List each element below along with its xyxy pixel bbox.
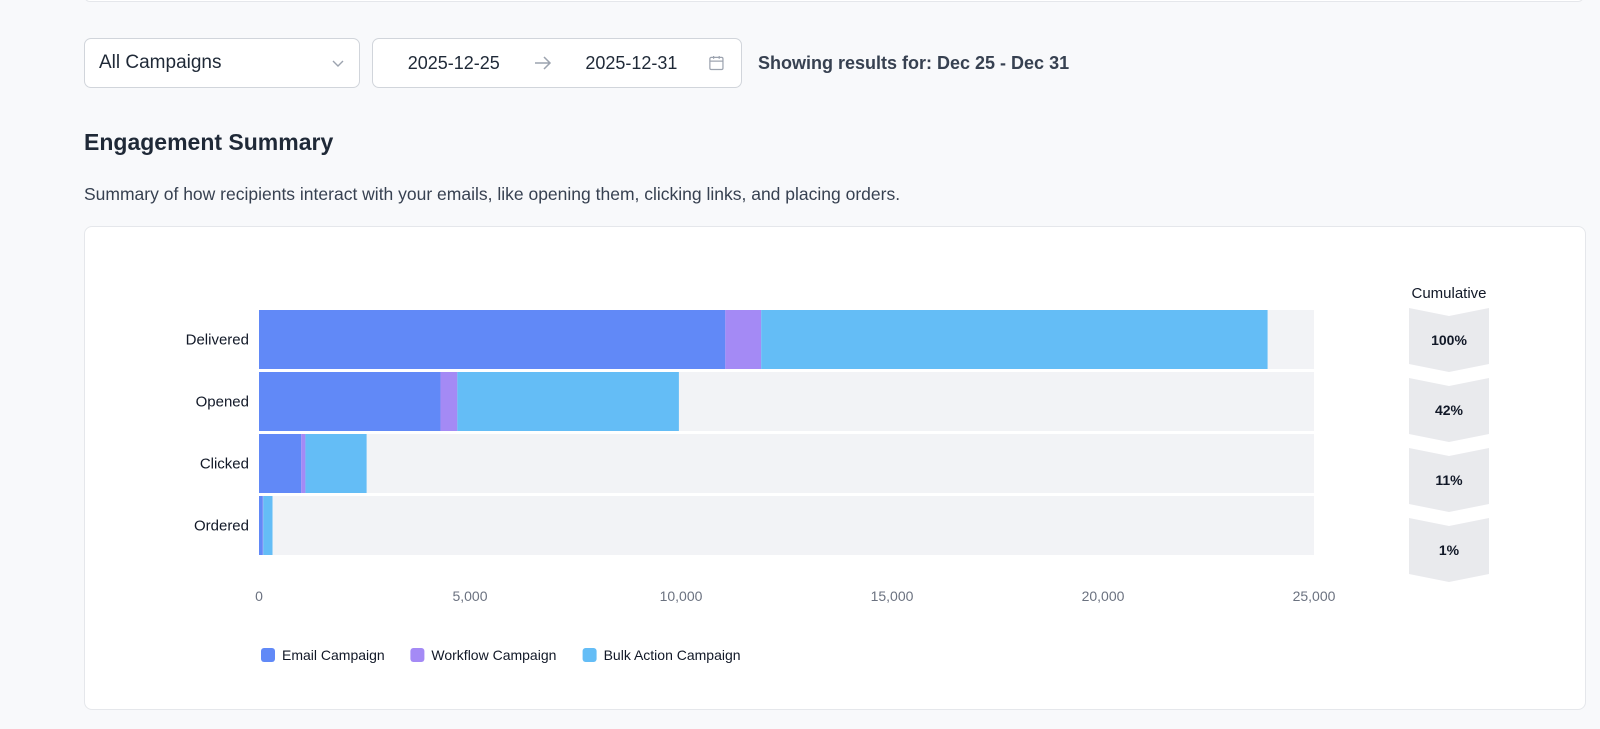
x-tick-label: 20,000 bbox=[1082, 588, 1125, 604]
section-description: Summary of how recipients interact with … bbox=[84, 184, 901, 204]
legend-label: Bulk Action Campaign bbox=[604, 647, 741, 663]
y-tick-label: Delivered bbox=[186, 332, 249, 349]
cumulative-title: Cumulative bbox=[1411, 285, 1486, 302]
filter-bar: All Campaigns 2025-12-25 2025-12-31 Show… bbox=[84, 38, 1069, 88]
x-tick-label: 15,000 bbox=[871, 588, 914, 604]
y-tick-label: Clicked bbox=[200, 456, 249, 473]
cumulative-value: 42% bbox=[1435, 402, 1464, 418]
bar-clicked-bulk-action-campaign bbox=[305, 434, 367, 493]
bar-delivered-workflow-campaign bbox=[725, 310, 762, 369]
bar-opened-bulk-action-campaign bbox=[457, 372, 679, 431]
cumulative-step bbox=[1409, 378, 1489, 442]
calendar-icon[interactable] bbox=[708, 54, 725, 72]
end-date-input[interactable]: 2025-12-31 bbox=[585, 52, 678, 73]
y-tick-label: Opened bbox=[196, 394, 249, 411]
x-tick-label: 0 bbox=[255, 588, 263, 604]
bar-ordered-bulk-action-campaign bbox=[263, 496, 273, 555]
section-title: Engagement Summary bbox=[84, 129, 334, 155]
bar-track bbox=[259, 434, 1314, 493]
legend-swatch bbox=[261, 648, 275, 662]
engagement-chart: Delivered Opened Clicked Ordered 0 5,000 10,0… bbox=[186, 285, 1489, 663]
x-tick-label: 25,000 bbox=[1293, 588, 1336, 604]
campaign-select[interactable]: All Campaigns bbox=[84, 38, 360, 88]
date-range-picker[interactable]: 2025-12-25 2025-12-31 bbox=[372, 38, 742, 88]
cumulative-value: 100% bbox=[1431, 332, 1467, 348]
bar-clicked-email-campaign bbox=[259, 434, 302, 493]
cumulative-value: 1% bbox=[1439, 542, 1460, 558]
x-tick-label: 5,000 bbox=[452, 588, 487, 604]
bar-delivered-bulk-action-campaign bbox=[761, 310, 1268, 369]
engagement-chart-card: Delivered Opened Clicked Ordered 0 5,000 10,0… bbox=[84, 226, 1586, 710]
bar-opened-workflow-campaign bbox=[440, 372, 458, 431]
bar-clicked-workflow-campaign bbox=[301, 434, 306, 493]
y-tick-label: Ordered bbox=[194, 518, 249, 535]
previous-card bbox=[84, 0, 1584, 2]
legend-swatch bbox=[410, 648, 425, 662]
legend-swatch bbox=[582, 648, 597, 662]
cumulative-step bbox=[1409, 448, 1489, 512]
bar-delivered-email-campaign bbox=[259, 310, 726, 369]
arrow-right-icon bbox=[515, 56, 571, 70]
cumulative-value: 11% bbox=[1435, 472, 1463, 488]
chevron-down-icon bbox=[332, 60, 344, 67]
results-range-text: Showing results for: Dec 25 - Dec 31 bbox=[758, 52, 1070, 73]
x-tick-label: 10,000 bbox=[660, 588, 703, 604]
start-date-input[interactable]: 2025-12-25 bbox=[407, 52, 500, 73]
bar-opened-email-campaign bbox=[259, 372, 441, 431]
legend-label: Email Campaign bbox=[282, 647, 385, 663]
legend-label: Workflow Campaign bbox=[431, 647, 556, 663]
bar-ordered-email-campaign bbox=[259, 496, 263, 555]
campaign-select-value: All Campaigns bbox=[99, 52, 222, 73]
cumulative-step bbox=[1409, 518, 1489, 582]
cumulative-step bbox=[1409, 308, 1489, 372]
bar-track bbox=[259, 496, 1314, 555]
